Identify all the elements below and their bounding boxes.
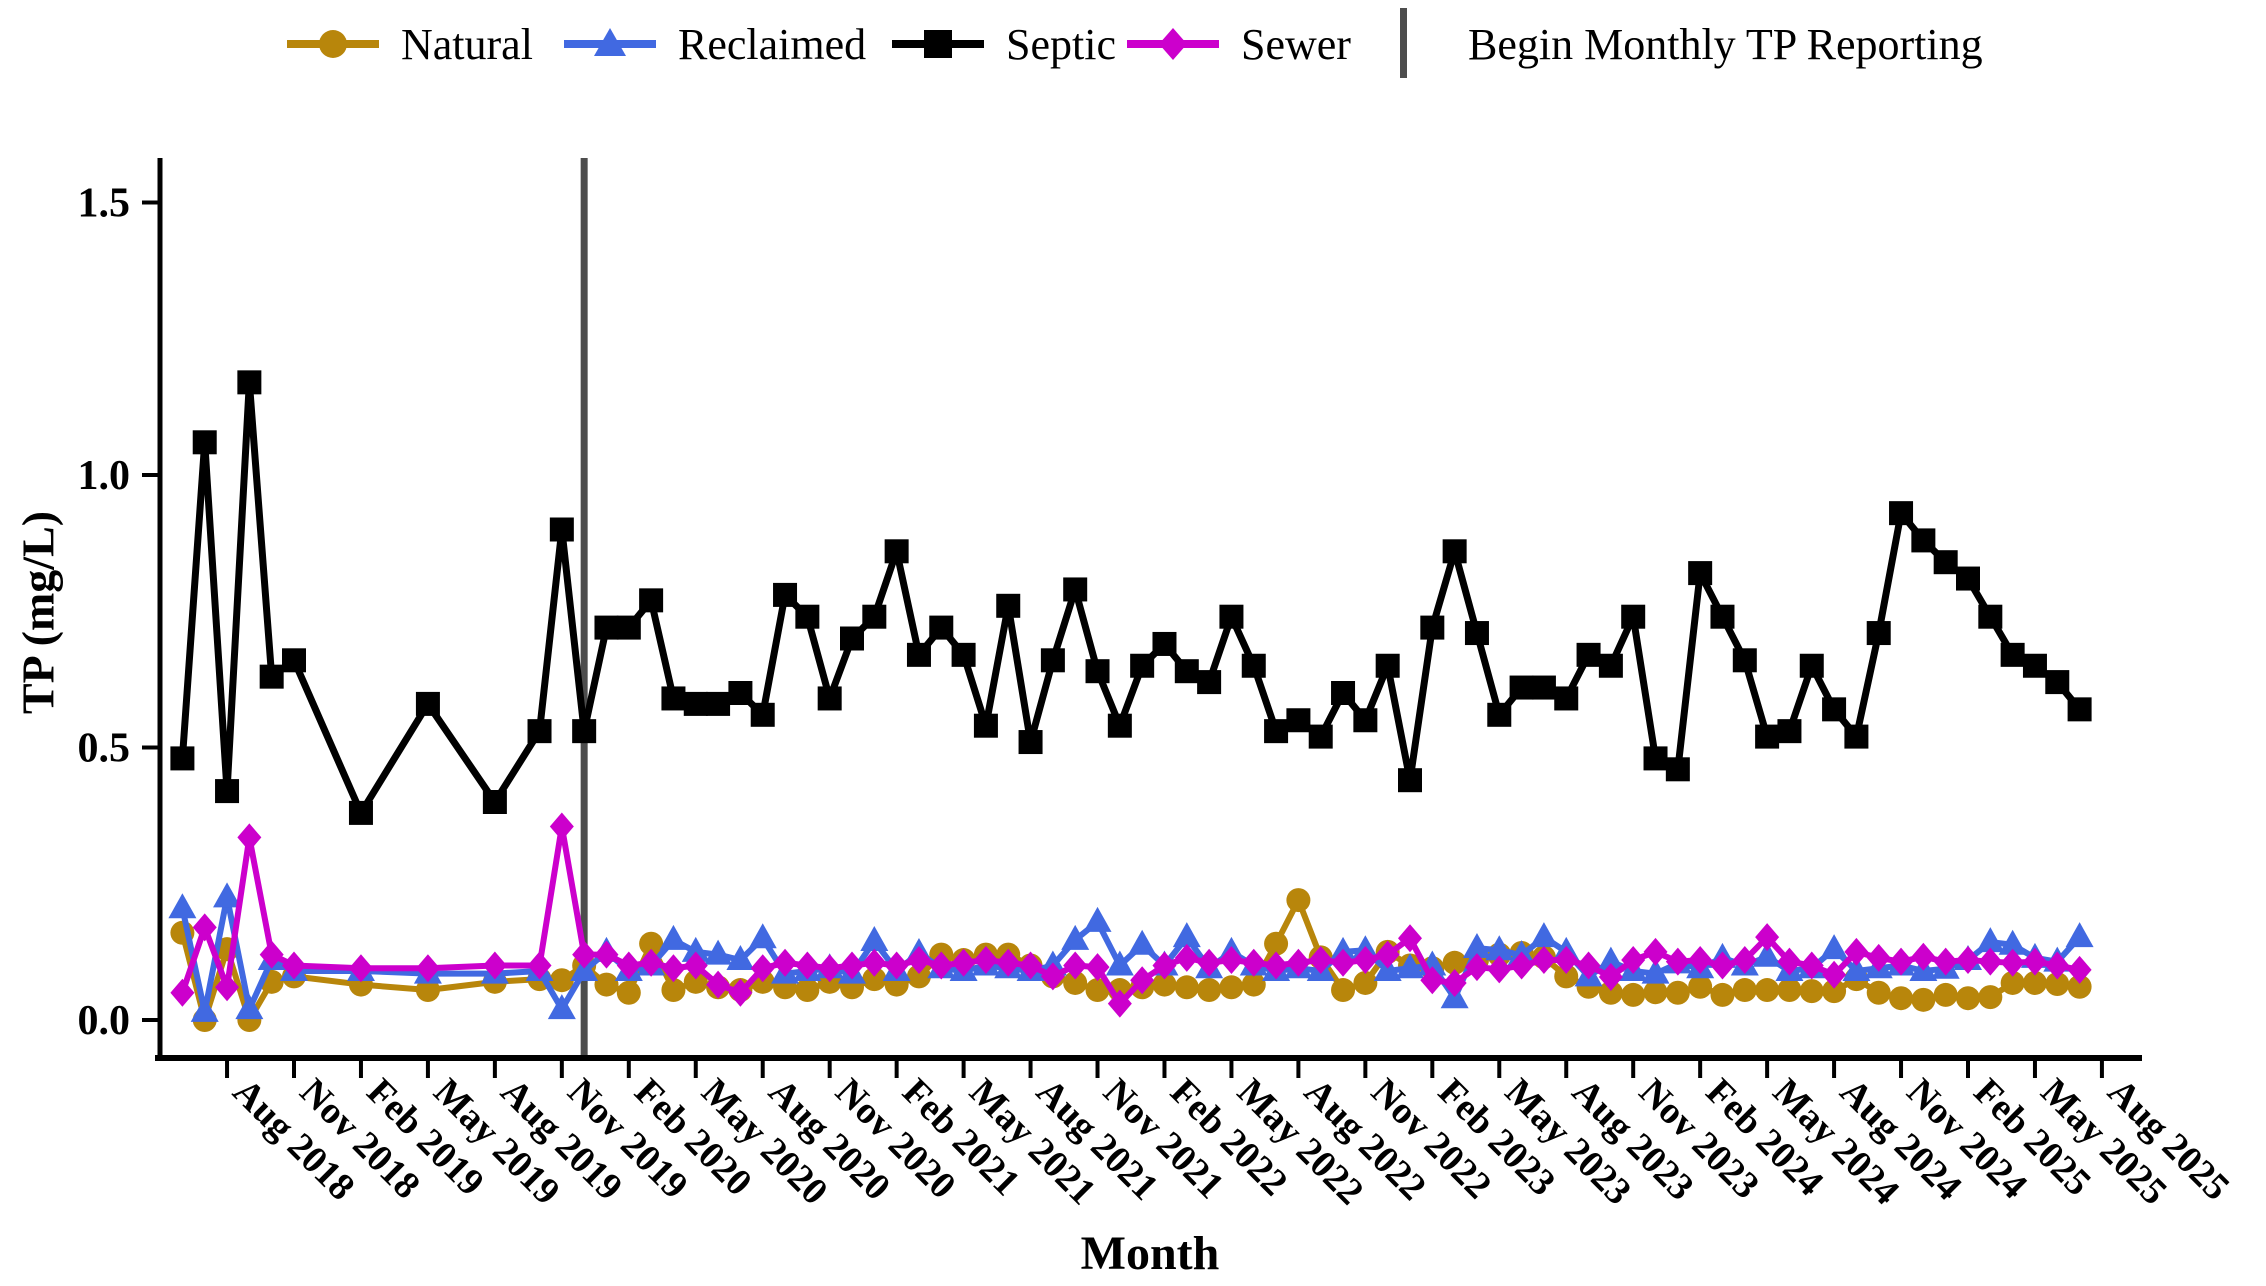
series-sewer: [170, 812, 2092, 1018]
x-axis-title: Month: [1080, 1227, 1220, 1280]
legend-item-reclaimed: Reclaimed: [562, 14, 866, 74]
y-tick-label: 1.0: [78, 453, 131, 499]
y-tick-label: 0.0: [78, 998, 131, 1044]
reclaimed-marker-icon: [564, 28, 656, 56]
begin-reporting-label: Begin Monthly TP Reporting: [1468, 19, 1983, 69]
y-tick-label: 0.5: [78, 726, 131, 772]
y-axis-title: TP (mg/L): [12, 510, 64, 715]
natural-marker-icon: [287, 30, 379, 58]
sewer-marker-icon: [1127, 28, 1219, 60]
series-natural: [170, 888, 2092, 1032]
septic-marker-icon: [892, 30, 984, 58]
series-reclaimed: [168, 882, 2094, 1022]
y-axis-ticks: 0.0 0.5 1.0 1.5: [78, 181, 160, 1044]
legend-label-natural: Natural: [401, 19, 533, 69]
data-series: [168, 370, 2094, 1032]
legend: Natural Reclaimed Septic Sewer Begin Mon…: [0, 0, 2266, 95]
series-septic: [170, 370, 2092, 825]
legend-label-septic: Septic: [1006, 19, 1116, 69]
y-tick-label: 1.5: [78, 181, 131, 227]
legend-label-sewer: Sewer: [1241, 19, 1351, 69]
begin-reporting-separator-line: [1400, 8, 1407, 78]
legend-item-sewer: Sewer: [1125, 14, 1351, 74]
legend-item-natural: Natural: [285, 14, 533, 74]
legend-label-reclaimed: Reclaimed: [678, 19, 867, 69]
axes: [155, 158, 2142, 1061]
legend-item-septic: Septic: [890, 14, 1116, 74]
